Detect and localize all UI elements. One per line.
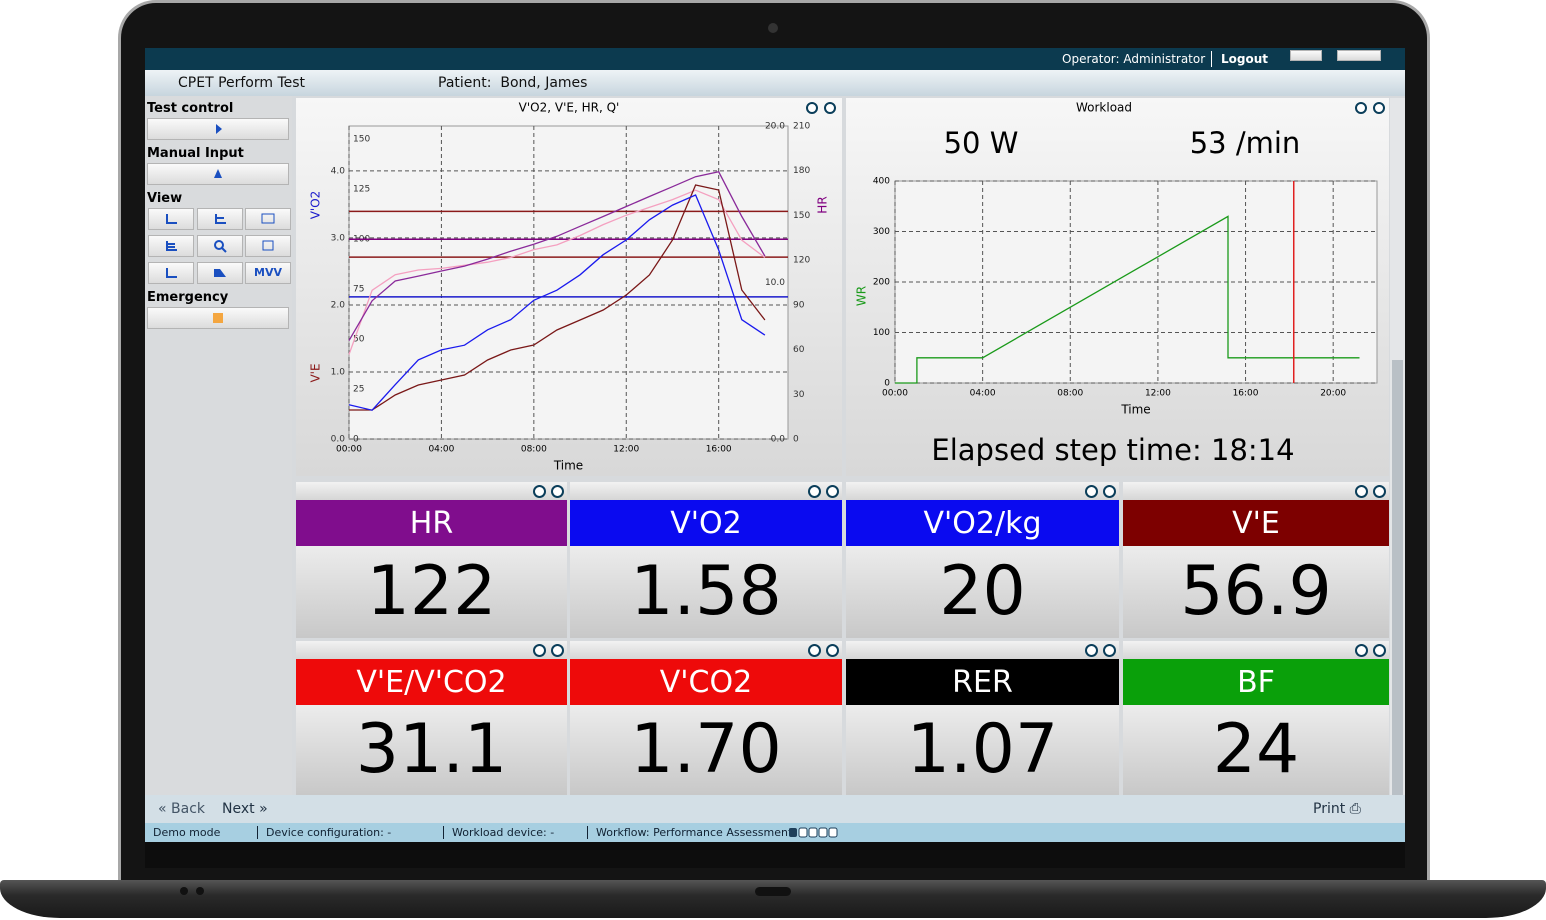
sidebar: Test control Manual Input View MVV Emerg… xyxy=(145,96,292,795)
print-button[interactable]: Print ⎙ xyxy=(1313,801,1361,817)
tile-label: V'O2 xyxy=(570,500,842,546)
nav-bar: « Back Next » Print ⎙ xyxy=(145,795,1405,823)
manual-input-button[interactable] xyxy=(147,163,289,185)
tile-value: 122 xyxy=(296,546,567,638)
tile-label: V'E/V'CO2 xyxy=(296,659,567,705)
tile-button[interactable] xyxy=(1103,644,1116,657)
view-button[interactable] xyxy=(148,235,194,257)
value-tile: V'O2/kg 20 xyxy=(846,482,1119,638)
tile-label: BF xyxy=(1123,659,1389,705)
section-label: Emergency xyxy=(147,290,229,305)
tile-button[interactable] xyxy=(826,485,839,498)
next-label[interactable]: Next xyxy=(222,801,255,817)
print-label[interactable]: Print xyxy=(1313,801,1346,817)
workflow-steps xyxy=(789,827,838,838)
screen: Operator: Administrator Logout CPET Perf… xyxy=(145,48,1405,842)
status-item: Device configuration: - xyxy=(257,826,391,839)
value-tile: V'E/V'CO2 31.1 xyxy=(296,641,567,795)
view-button[interactable] xyxy=(148,262,194,284)
status-item: Workflow: Performance Assessment xyxy=(587,826,792,839)
zoom-button[interactable] xyxy=(197,235,243,257)
tile-value: 20 xyxy=(846,546,1119,638)
tile-button[interactable] xyxy=(808,644,821,657)
tile-value: 56.9 xyxy=(1123,546,1389,638)
value-tile: V'O2 1.58 xyxy=(570,482,842,638)
status-bar: Demo mode Device configuration: - Worklo… xyxy=(145,823,1405,842)
port xyxy=(196,887,204,895)
view-button[interactable] xyxy=(245,208,291,230)
view-button[interactable] xyxy=(148,208,194,230)
tile-header xyxy=(846,482,1119,500)
tile-label: V'E xyxy=(1123,500,1389,546)
tile-label: V'CO2 xyxy=(570,659,842,705)
tile-button[interactable] xyxy=(1103,485,1116,498)
page-title: CPET Perform Test xyxy=(178,75,306,91)
window-buttons[interactable] xyxy=(1337,50,1381,61)
tile-button[interactable] xyxy=(1355,485,1368,498)
mvv-button[interactable]: MVV xyxy=(245,262,291,284)
tile-button[interactable] xyxy=(551,644,564,657)
view-button[interactable] xyxy=(197,262,243,284)
top-bar: Operator: Administrator Logout xyxy=(145,48,1405,70)
tile-header xyxy=(296,641,567,659)
header: CPET Perform Test Patient: Bond, James xyxy=(145,70,1405,96)
operator: Operator: Administrator xyxy=(1062,52,1206,66)
tile-label: HR xyxy=(296,500,567,546)
tile-button[interactable] xyxy=(1373,644,1386,657)
help-buttons[interactable] xyxy=(1290,50,1322,61)
tile-header xyxy=(1123,482,1389,500)
scrollbar[interactable] xyxy=(1390,98,1405,795)
logout[interactable]: Logout xyxy=(1221,52,1269,66)
tile-value: 31.1 xyxy=(296,705,567,795)
tile-header xyxy=(846,641,1119,659)
chart-panel xyxy=(846,98,1389,476)
view-button[interactable] xyxy=(245,235,291,257)
bezel-bottom xyxy=(145,842,1405,868)
view-button[interactable] xyxy=(197,208,243,230)
tile-header xyxy=(570,641,842,659)
tile-button[interactable] xyxy=(551,485,564,498)
section-label: Manual Input xyxy=(147,146,244,161)
tile-button[interactable] xyxy=(1085,644,1098,657)
start-button[interactable] xyxy=(147,118,289,140)
tile-value: 1.58 xyxy=(570,546,842,638)
laptop-base xyxy=(0,880,1546,918)
status-item: Workload device: - xyxy=(443,826,554,839)
tile-button[interactable] xyxy=(1085,485,1098,498)
section-label: Test control xyxy=(147,101,234,116)
camera xyxy=(768,23,778,33)
port xyxy=(180,887,188,895)
tile-value: 24 xyxy=(1123,705,1389,795)
tile-label: RER xyxy=(846,659,1119,705)
value-tile: V'CO2 1.70 xyxy=(570,641,842,795)
patient: Patient: Bond, James xyxy=(438,75,588,91)
tile-header xyxy=(296,482,567,500)
emergency-button[interactable] xyxy=(147,307,289,329)
value-tile: BF 24 xyxy=(1123,641,1389,795)
tile-button[interactable] xyxy=(1355,644,1368,657)
value-tile: V'E 56.9 xyxy=(1123,482,1389,638)
value-tile: RER 1.07 xyxy=(846,641,1119,795)
tile-button[interactable] xyxy=(533,644,546,657)
tile-button[interactable] xyxy=(533,485,546,498)
tile-value: 1.07 xyxy=(846,705,1119,795)
tile-label: V'O2/kg xyxy=(846,500,1119,546)
back-label[interactable]: Back xyxy=(171,801,206,817)
tile-button[interactable] xyxy=(1373,485,1386,498)
back-button[interactable]: « Back xyxy=(158,801,206,817)
tile-header xyxy=(570,482,842,500)
section-label: View xyxy=(147,191,183,206)
next-button[interactable]: Next » xyxy=(222,801,268,817)
value-tile: HR 122 xyxy=(296,482,567,638)
tile-button[interactable] xyxy=(808,485,821,498)
laptop-notch xyxy=(755,887,791,896)
status-item: Demo mode xyxy=(153,826,221,839)
tile-button[interactable] xyxy=(826,644,839,657)
chart-panel xyxy=(296,98,842,476)
tile-header xyxy=(1123,641,1389,659)
tile-value: 1.70 xyxy=(570,705,842,795)
